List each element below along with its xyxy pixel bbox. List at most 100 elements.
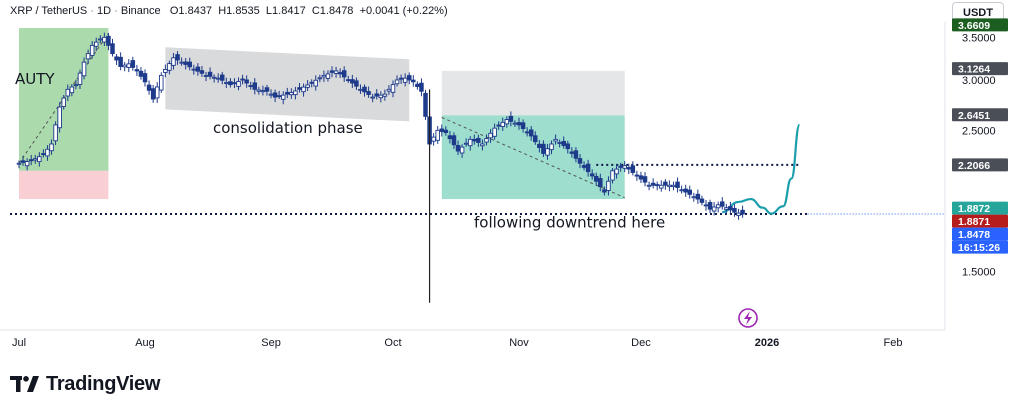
- candle-body: [85, 53, 91, 60]
- candle-body: [508, 115, 514, 122]
- candle-body: [382, 93, 388, 97]
- candle-body: [179, 61, 184, 64]
- candle-body: [305, 84, 310, 88]
- candle-body: [378, 94, 384, 99]
- candle: [398, 74, 404, 84]
- candle-body: [276, 95, 282, 98]
- candle-body: [321, 74, 327, 78]
- candle: [183, 58, 188, 70]
- candle: [500, 117, 505, 131]
- candle-body: [528, 129, 534, 137]
- chart-header: XRP / TetherUS · 1D · Binance O1.8437 H1…: [10, 5, 448, 17]
- candle: [203, 71, 209, 82]
- price-tag-bg: [952, 214, 1008, 228]
- candle: [215, 73, 221, 83]
- lightning-icon[interactable]: [738, 308, 758, 328]
- candle-body: [220, 74, 225, 81]
- candle-body: [98, 38, 103, 41]
- candle: [382, 89, 388, 101]
- candle: [667, 180, 672, 192]
- price-tag-value: 1.8872: [958, 203, 990, 215]
- price-tag-value: 3.1264: [958, 64, 990, 76]
- tradingview-brand[interactable]: TradingView: [10, 372, 160, 396]
- candle: [394, 75, 400, 87]
- left-box-label: AUTY: [15, 70, 55, 88]
- candle: [146, 80, 152, 95]
- candle-body: [24, 161, 30, 167]
- price-tag-bg: [952, 227, 1008, 241]
- candle: [134, 65, 140, 76]
- candle-body: [138, 70, 144, 77]
- candle: [720, 197, 725, 210]
- candle-body: [512, 122, 518, 125]
- candle-body: [736, 212, 741, 216]
- candle: [110, 38, 115, 57]
- candle-body: [89, 44, 95, 56]
- candle-body: [463, 142, 469, 145]
- interval[interactable]: 1D: [97, 5, 112, 17]
- candle: [341, 66, 347, 82]
- candle-body: [585, 163, 591, 173]
- candle-body: [724, 207, 729, 210]
- candle: [614, 164, 619, 179]
- candle-body: [614, 168, 619, 175]
- candle: [150, 85, 156, 103]
- candle-body: [45, 148, 50, 157]
- candle: [484, 134, 489, 146]
- candle-body: [53, 124, 58, 142]
- candle: [33, 154, 38, 164]
- symbol-name[interactable]: XRP / TetherUS: [10, 5, 88, 17]
- candle-body: [703, 204, 709, 207]
- candle: [589, 169, 595, 180]
- candle: [642, 172, 648, 187]
- close-label: C: [311, 5, 320, 17]
- candle: [37, 152, 42, 167]
- candle: [366, 86, 371, 98]
- candle-body: [553, 138, 558, 142]
- candle-body: [415, 83, 420, 87]
- candle: [199, 65, 205, 77]
- candle: [16, 160, 22, 169]
- candle-body: [520, 122, 526, 129]
- price-chart[interactable]: AUTY consolidation phase following downt…: [0, 0, 1024, 365]
- candle-body: [289, 92, 294, 96]
- candle: [85, 49, 91, 64]
- candle-body: [366, 91, 371, 95]
- candle-body: [374, 93, 379, 97]
- candle: [553, 134, 558, 145]
- candle-body: [634, 174, 640, 177]
- candle-body: [524, 131, 530, 134]
- price-tag: 16:15:26: [952, 240, 1008, 254]
- candle-body: [37, 156, 42, 163]
- price-tag-bg: [952, 62, 1008, 76]
- candle-body: [467, 138, 473, 147]
- zone-left-red: [19, 170, 109, 200]
- candle-body: [626, 167, 632, 170]
- candle: [728, 201, 733, 214]
- candle-body: [589, 173, 595, 177]
- candle-body: [358, 88, 363, 91]
- candle-body: [167, 63, 172, 71]
- candle-body: [33, 158, 38, 161]
- candle: [443, 126, 449, 136]
- candle: [102, 32, 107, 47]
- candle: [435, 126, 440, 144]
- candle: [240, 74, 245, 85]
- candle-body: [81, 61, 87, 77]
- candle-body: [720, 201, 725, 207]
- candle: [301, 83, 306, 97]
- candle-body: [447, 135, 453, 140]
- candle-body: [93, 41, 99, 47]
- candle-body: [577, 158, 583, 164]
- price-tag: 1.8872: [952, 201, 1008, 215]
- candle-body: [236, 81, 241, 87]
- candle-body: [325, 73, 331, 79]
- candle: [114, 54, 119, 65]
- candle: [593, 172, 599, 186]
- candle: [508, 111, 514, 127]
- candle-body: [350, 79, 355, 84]
- candle-body: [423, 92, 428, 117]
- candle-body: [654, 184, 660, 187]
- candle: [650, 178, 656, 189]
- candle-body: [699, 198, 705, 203]
